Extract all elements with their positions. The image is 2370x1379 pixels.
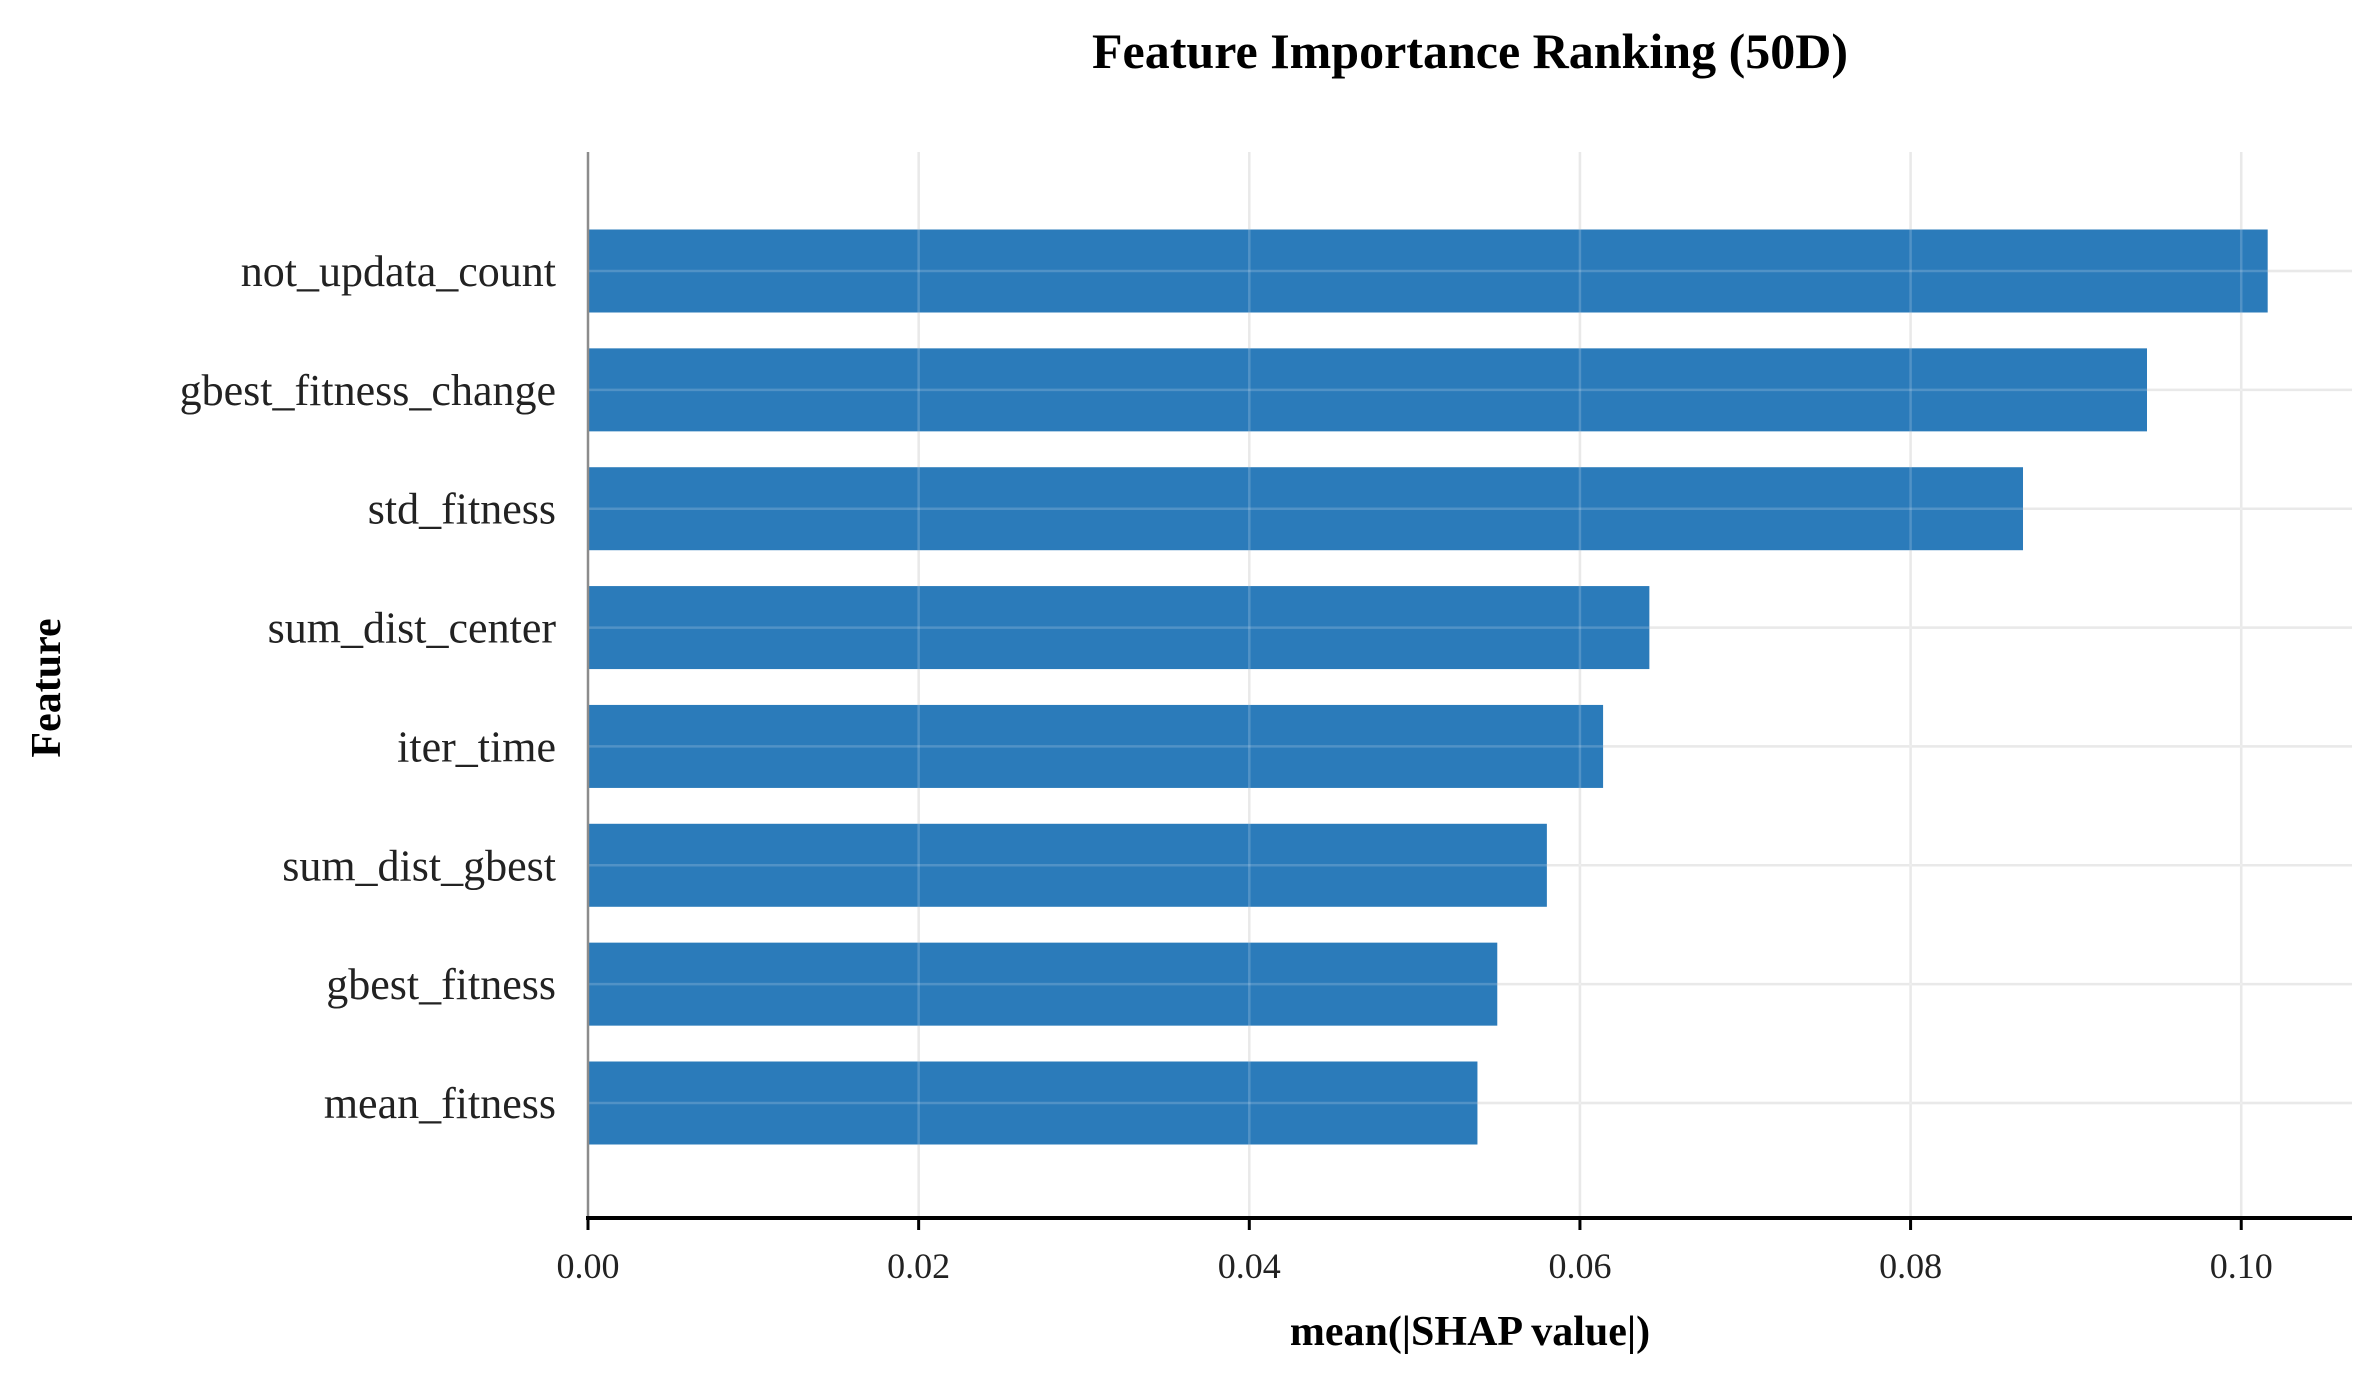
x-tick-label: 0.10 [2210, 1246, 2273, 1286]
bar-not_updata_count [588, 229, 2268, 313]
y-tick-label: gbest_fitness_change [180, 366, 556, 415]
x-tick-label: 0.06 [1548, 1246, 1611, 1286]
axes [586, 152, 2352, 1230]
x-tick-label: 0.02 [887, 1246, 950, 1286]
y-tick-label: std_fitness [368, 485, 556, 534]
bar-iter_time [588, 704, 1604, 788]
x-tick-labels: 0.00 0.02 0.04 0.06 0.08 0.10 [557, 1246, 2273, 1286]
bar-sum_dist_gbest [588, 823, 1547, 907]
bar-std_fitness [588, 467, 2024, 551]
bar-gbest_fitness_change [588, 348, 2147, 432]
x-tick-label: 0.00 [557, 1246, 620, 1286]
y-tick-label: iter_time [397, 722, 556, 771]
y-axis-label: Feature [24, 618, 70, 757]
bars [588, 229, 2268, 1145]
chart-title: Feature Importance Ranking (50D) [1092, 23, 1848, 79]
grid-overlay [588, 152, 2352, 1218]
x-tick-label: 0.04 [1218, 1246, 1281, 1286]
y-tick-label: sum_dist_gbest [282, 841, 556, 890]
y-tick-labels: not_updata_count gbest_fitness_change std_… [180, 247, 557, 1128]
y-tick-label: not_updata_count [241, 247, 556, 296]
x-axis-label: mean(|SHAP value|) [1290, 1309, 1650, 1355]
y-tick-label: mean_fitness [324, 1079, 556, 1128]
y-tick-label: gbest_fitness [326, 960, 556, 1009]
y-tick-label: sum_dist_center [268, 604, 557, 653]
bar-gbest_fitness [588, 942, 1498, 1026]
x-tick-label: 0.08 [1879, 1246, 1942, 1286]
bar-mean_fitness [588, 1061, 1478, 1145]
bar-sum_dist_center [588, 586, 1650, 670]
